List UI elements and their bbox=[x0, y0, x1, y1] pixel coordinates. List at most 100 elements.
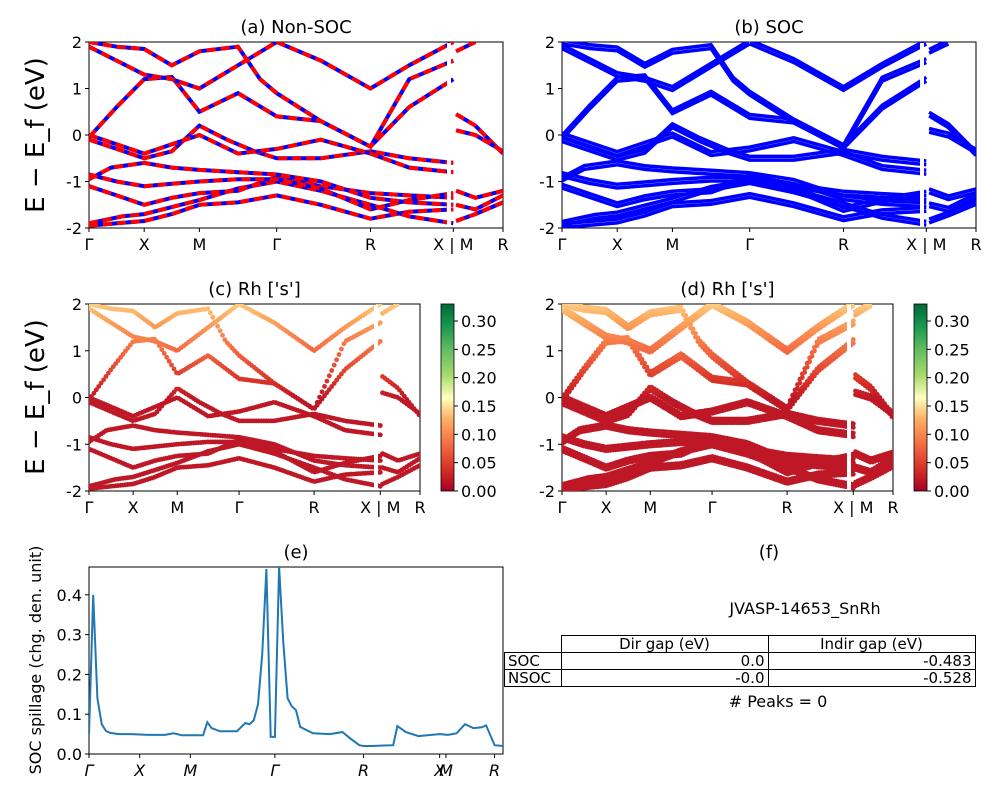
band-line bbox=[928, 192, 976, 210]
band-line bbox=[562, 173, 927, 205]
path-break bbox=[374, 305, 378, 490]
y-tick-label: 1 bbox=[545, 342, 555, 361]
x-tick-label: Γ bbox=[708, 498, 717, 517]
projection-point bbox=[797, 376, 803, 382]
projection-point bbox=[377, 432, 383, 438]
projection-point bbox=[889, 449, 893, 455]
panel-f-subtitle: JVASP-14653_SnRh bbox=[728, 599, 880, 619]
projection-point bbox=[208, 310, 213, 316]
band-lines bbox=[562, 42, 976, 228]
x-tick-label: R bbox=[414, 498, 425, 517]
x-tick-label: X | M bbox=[833, 498, 873, 517]
y-tick-label: -1 bbox=[66, 435, 82, 454]
projection-point bbox=[785, 403, 791, 409]
y-tick-label: 2 bbox=[545, 295, 555, 314]
panel-f-title: (f) bbox=[759, 542, 779, 563]
y-tick-label: 0.3 bbox=[57, 626, 82, 645]
y-tick-label: -2 bbox=[66, 219, 82, 238]
projection-point bbox=[329, 368, 335, 373]
band-line bbox=[928, 130, 976, 155]
x-tick-label: Γ bbox=[270, 761, 280, 780]
projection-point bbox=[562, 392, 567, 397]
projection-point bbox=[637, 353, 643, 358]
projection-point bbox=[217, 328, 223, 334]
projection-point bbox=[416, 410, 420, 416]
y-tick-label: 0.2 bbox=[57, 665, 82, 684]
panel-title: (c) Rh ['s'] bbox=[208, 279, 301, 300]
colorbar-tick-label: 0.15 bbox=[461, 397, 497, 416]
y-tick-label: 2 bbox=[72, 295, 82, 314]
x-tick-label: R bbox=[358, 761, 369, 780]
projection-point bbox=[326, 373, 332, 379]
band-line bbox=[562, 195, 927, 228]
y-tick-label: 1 bbox=[545, 80, 555, 99]
band-line bbox=[928, 191, 976, 202]
projection-point bbox=[792, 387, 798, 393]
projection-point bbox=[850, 434, 856, 440]
projection-point bbox=[695, 335, 701, 341]
band-line bbox=[89, 74, 455, 150]
projection-point bbox=[690, 326, 696, 332]
projection-point bbox=[205, 306, 211, 312]
projection-point bbox=[166, 358, 172, 364]
panel-a-non-soc: (a) Non-SOC -2 -1 0 1 2 Γ X M Γ R X | M R bbox=[66, 17, 509, 254]
band-line bbox=[562, 76, 928, 151]
band-line bbox=[562, 42, 750, 89]
projection-point bbox=[416, 451, 420, 457]
projection-point bbox=[319, 389, 325, 395]
gap-table-cell: -0.483 bbox=[767, 652, 976, 670]
projection-point bbox=[785, 407, 791, 412]
projection-points bbox=[562, 304, 893, 491]
spillage-series bbox=[89, 567, 503, 747]
projection-point bbox=[161, 351, 167, 356]
projection-point bbox=[159, 347, 165, 352]
gap-table-header-dir: Dir gap (eV) bbox=[560, 635, 769, 653]
projection-point bbox=[317, 394, 322, 400]
gap-table-row-nsoc: NSOC -0.0 -0.528 bbox=[504, 669, 976, 687]
colorbar-tick-label: 0.05 bbox=[461, 454, 497, 473]
x-tick-label: M bbox=[170, 498, 184, 517]
x-tick-label: M bbox=[183, 761, 197, 780]
gap-table-row-label: SOC bbox=[504, 652, 562, 670]
band-line bbox=[562, 171, 927, 210]
band-lines bbox=[89, 42, 503, 228]
x-tick-label: Γ bbox=[272, 235, 281, 254]
band-line bbox=[89, 172, 454, 212]
x-tick-label: Γ bbox=[85, 235, 94, 254]
band-line bbox=[562, 42, 751, 93]
projection-point bbox=[377, 339, 383, 344]
projection-point bbox=[787, 398, 793, 403]
projection-point bbox=[889, 461, 893, 467]
gap-table-corner bbox=[505, 636, 562, 653]
projection-point bbox=[889, 412, 893, 418]
projection-point bbox=[693, 331, 698, 336]
x-tick-label: Γ bbox=[558, 235, 567, 254]
projection-point bbox=[322, 384, 327, 389]
x-tick-label: M bbox=[665, 235, 679, 254]
x-tick-label: M bbox=[192, 235, 206, 254]
projection-point bbox=[850, 318, 856, 324]
projection-point bbox=[576, 372, 582, 377]
y-tick-label: -2 bbox=[539, 219, 555, 238]
gap-table-header-row: Dir gap (eV) Indir gap (eV) bbox=[505, 635, 976, 653]
projection-point bbox=[215, 323, 221, 329]
projection-point bbox=[644, 364, 650, 370]
peaks-count-text: # Peaks = 0 bbox=[729, 692, 828, 711]
x-tick-label: R bbox=[497, 235, 508, 254]
x-tick-label: X | M bbox=[360, 498, 400, 517]
projection-point bbox=[681, 308, 686, 314]
projection-point bbox=[685, 317, 691, 323]
projection-point bbox=[850, 337, 856, 342]
projection-point bbox=[889, 454, 893, 460]
y-tick-label: 0 bbox=[72, 126, 82, 145]
projection-point bbox=[89, 394, 94, 399]
projection-point bbox=[850, 430, 856, 436]
band-line bbox=[562, 42, 927, 151]
projection-point bbox=[642, 360, 647, 366]
projection-point bbox=[101, 377, 106, 383]
projection-point bbox=[416, 463, 420, 469]
colorbar-tick-label: 0.30 bbox=[461, 312, 497, 331]
